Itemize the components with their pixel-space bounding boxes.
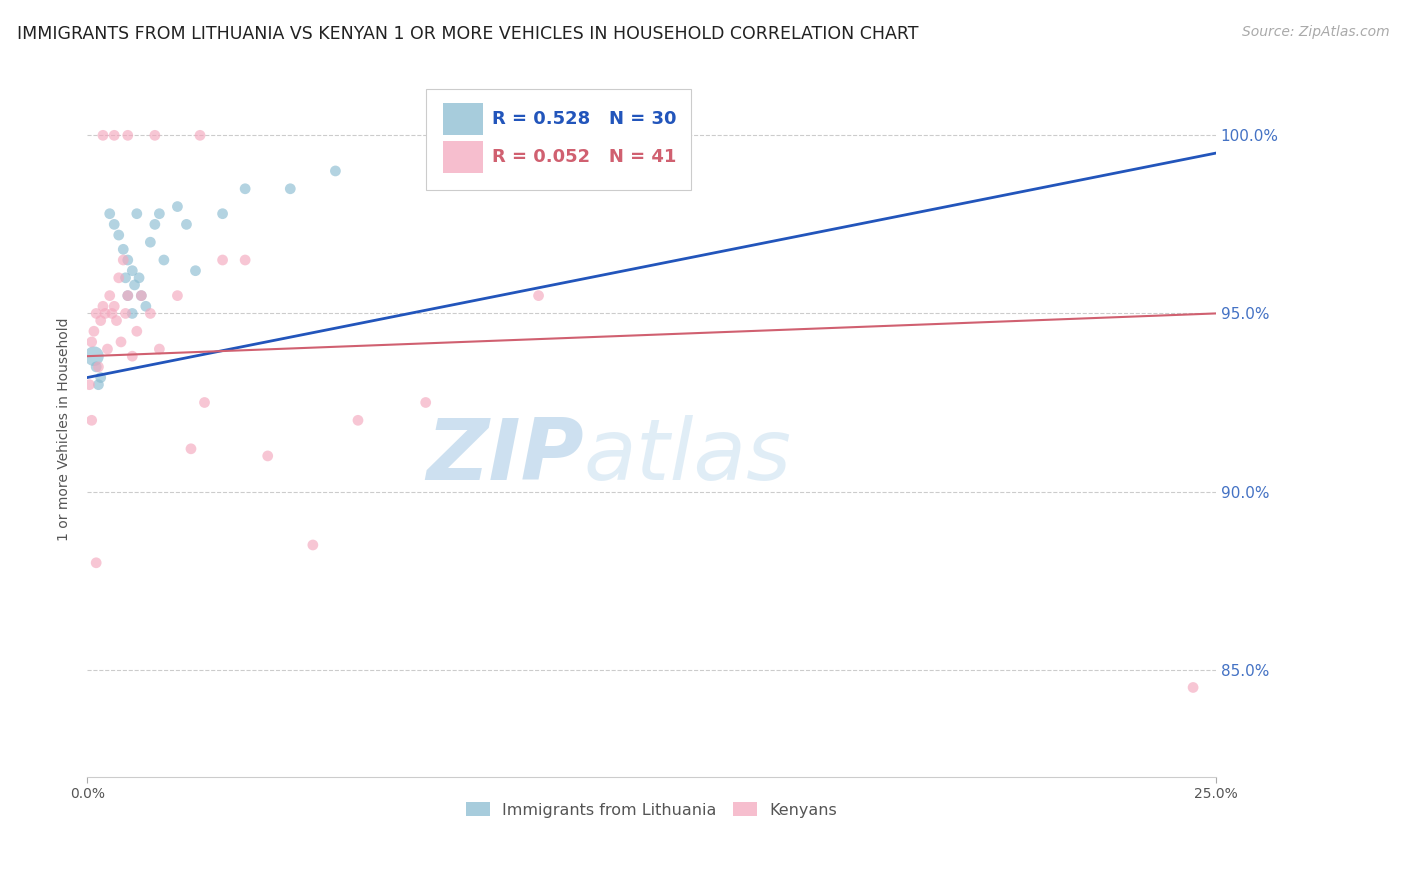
Point bbox=[302, 538, 325, 552]
Point bbox=[124, 277, 146, 292]
FancyBboxPatch shape bbox=[426, 89, 690, 190]
Point bbox=[110, 334, 132, 349]
Point bbox=[80, 334, 103, 349]
Point bbox=[233, 252, 256, 267]
Point bbox=[91, 128, 114, 143]
Point bbox=[211, 207, 233, 221]
Point bbox=[103, 128, 125, 143]
Point bbox=[90, 313, 112, 327]
Point bbox=[107, 270, 129, 285]
Text: IMMIGRANTS FROM LITHUANIA VS KENYAN 1 OR MORE VEHICLES IN HOUSEHOLD CORRELATION : IMMIGRANTS FROM LITHUANIA VS KENYAN 1 OR… bbox=[17, 25, 918, 43]
Point bbox=[121, 263, 143, 277]
Point bbox=[256, 449, 278, 463]
FancyBboxPatch shape bbox=[443, 103, 484, 136]
Text: Source: ZipAtlas.com: Source: ZipAtlas.com bbox=[1241, 25, 1389, 39]
Point bbox=[96, 342, 118, 356]
Text: R = 0.052   N = 41: R = 0.052 N = 41 bbox=[492, 148, 676, 166]
Point bbox=[117, 128, 139, 143]
Point bbox=[114, 270, 136, 285]
Point bbox=[101, 306, 124, 320]
Point bbox=[135, 299, 157, 313]
Text: ZIP: ZIP bbox=[426, 416, 583, 499]
Point bbox=[83, 349, 105, 363]
Point bbox=[176, 218, 198, 232]
Point bbox=[278, 182, 301, 196]
Point bbox=[98, 207, 121, 221]
Point bbox=[83, 324, 105, 338]
Point bbox=[121, 349, 143, 363]
Point bbox=[143, 218, 166, 232]
Text: R = 0.528   N = 30: R = 0.528 N = 30 bbox=[492, 111, 676, 128]
Text: atlas: atlas bbox=[583, 416, 792, 499]
Point bbox=[148, 207, 170, 221]
Point bbox=[94, 306, 117, 320]
Point bbox=[125, 207, 148, 221]
Point bbox=[87, 359, 110, 374]
Point bbox=[103, 299, 125, 313]
Point bbox=[415, 395, 437, 409]
Point bbox=[180, 442, 202, 456]
Point bbox=[112, 243, 135, 257]
Point bbox=[128, 270, 150, 285]
Point bbox=[188, 128, 211, 143]
Point bbox=[79, 377, 101, 392]
Point bbox=[98, 288, 121, 302]
Point bbox=[103, 218, 125, 232]
Point bbox=[84, 359, 107, 374]
Point bbox=[90, 370, 112, 384]
Point bbox=[117, 288, 139, 302]
Point bbox=[233, 182, 256, 196]
Point bbox=[139, 306, 162, 320]
Point bbox=[131, 288, 153, 302]
Point bbox=[84, 556, 107, 570]
Point bbox=[211, 252, 233, 267]
Point bbox=[114, 306, 136, 320]
Point bbox=[91, 299, 114, 313]
Point bbox=[193, 395, 215, 409]
Legend: Immigrants from Lithuania, Kenyans: Immigrants from Lithuania, Kenyans bbox=[460, 796, 844, 824]
Point bbox=[117, 288, 139, 302]
Point bbox=[166, 200, 188, 214]
Point bbox=[80, 413, 103, 427]
Point bbox=[184, 263, 207, 277]
Point bbox=[595, 128, 617, 143]
Point bbox=[325, 164, 347, 178]
Point bbox=[84, 306, 107, 320]
Point bbox=[105, 313, 128, 327]
Point bbox=[347, 413, 370, 427]
Point bbox=[143, 128, 166, 143]
FancyBboxPatch shape bbox=[443, 141, 484, 173]
Point bbox=[139, 235, 162, 250]
Point bbox=[527, 288, 550, 302]
Point bbox=[121, 306, 143, 320]
Point bbox=[112, 252, 135, 267]
Point bbox=[117, 252, 139, 267]
Point bbox=[148, 342, 170, 356]
Point bbox=[166, 288, 188, 302]
Point bbox=[1182, 681, 1205, 695]
Point bbox=[125, 324, 148, 338]
Point bbox=[153, 252, 176, 267]
Point bbox=[131, 288, 153, 302]
Point bbox=[87, 377, 110, 392]
Point bbox=[107, 228, 129, 243]
Y-axis label: 1 or more Vehicles in Household: 1 or more Vehicles in Household bbox=[58, 318, 72, 541]
